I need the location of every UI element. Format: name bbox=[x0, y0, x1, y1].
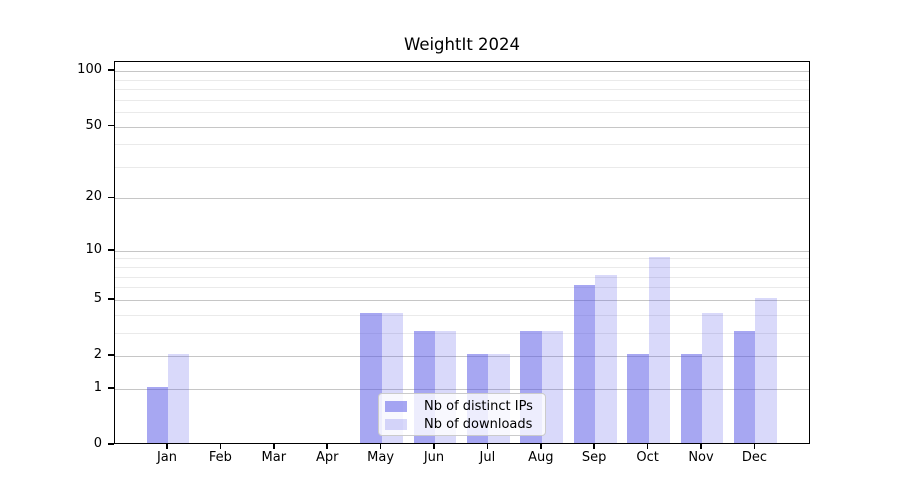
y-tick bbox=[107, 196, 114, 199]
gridline-minor bbox=[115, 258, 809, 260]
x-tick-label: Apr2024 bbox=[294, 450, 360, 467]
legend-swatch-downloads bbox=[385, 418, 407, 430]
x-tick-month: Oct bbox=[636, 450, 659, 465]
y-tick bbox=[107, 69, 114, 71]
legend-label: Nb of downloads bbox=[424, 416, 533, 432]
x-tick bbox=[486, 444, 489, 449]
y-tick-label: 0 bbox=[93, 436, 102, 451]
bar-distinct-ips-may bbox=[360, 312, 382, 443]
gridline-minor bbox=[115, 144, 809, 146]
gridline-minor bbox=[115, 166, 809, 168]
x-tick bbox=[166, 444, 168, 449]
gridline-major bbox=[115, 198, 809, 200]
x-tick-month: Jul bbox=[479, 450, 496, 465]
x-tick bbox=[753, 444, 756, 449]
x-tick bbox=[273, 444, 275, 449]
bar-distinct-ips-nov bbox=[680, 354, 702, 443]
gridline-major bbox=[115, 71, 809, 73]
chart-title: WeightIt 2024 bbox=[403, 35, 521, 54]
x-tick-label: Jul2024 bbox=[454, 450, 520, 467]
x-tick-label: Nov2024 bbox=[668, 450, 734, 467]
x-tick-month: Sep bbox=[581, 450, 607, 465]
gridline-major bbox=[115, 388, 809, 390]
y-tick bbox=[107, 249, 114, 251]
bar-distinct-ips-dec bbox=[734, 330, 756, 443]
bar-downloads-oct bbox=[648, 256, 670, 443]
bar-downloads-aug bbox=[541, 330, 564, 443]
x-tick-month: Apr bbox=[315, 450, 339, 465]
x-tick-month: Nov bbox=[688, 450, 714, 465]
gridline-major bbox=[115, 299, 809, 301]
gridline-major bbox=[115, 356, 809, 357]
y-tick-label: 20 bbox=[85, 189, 102, 205]
x-tick-label: Aug2024 bbox=[508, 450, 574, 467]
legend-entry-distinct-ips: Nb of distinct IPs bbox=[385, 398, 545, 416]
x-tick bbox=[379, 444, 382, 449]
y-tick bbox=[107, 354, 114, 356]
legend-swatch-distinct-ips bbox=[385, 401, 407, 413]
x-tick-label: May2024 bbox=[348, 450, 414, 467]
x-tick-month: Jun bbox=[423, 450, 445, 465]
x-tick-label: Feb2024 bbox=[187, 450, 253, 467]
y-tick-label: 1 bbox=[93, 379, 102, 395]
y-tick-label: 5 bbox=[93, 290, 102, 306]
y-tick-label: 2 bbox=[93, 347, 102, 362]
gridline-minor bbox=[115, 79, 809, 81]
y-tick bbox=[107, 298, 114, 300]
bar-downloads-dec bbox=[755, 297, 777, 443]
gridline-minor bbox=[115, 267, 809, 269]
gridline-minor bbox=[115, 332, 809, 334]
y-tick-label: 50 bbox=[85, 117, 102, 133]
x-tick bbox=[593, 444, 595, 449]
bar-distinct-ips-jan bbox=[146, 386, 168, 443]
gridline-minor bbox=[115, 99, 809, 101]
y-tick bbox=[107, 387, 114, 389]
x-tick bbox=[433, 444, 435, 449]
x-tick bbox=[219, 444, 222, 449]
bar-distinct-ips-oct bbox=[627, 354, 649, 443]
bar-downloads-jan bbox=[168, 354, 190, 443]
y-tick-label: 100 bbox=[77, 62, 102, 78]
x-tick-label: Jan2024 bbox=[134, 450, 200, 467]
y-tick bbox=[107, 443, 114, 445]
plot-area bbox=[114, 60, 810, 444]
gridline-minor bbox=[115, 314, 809, 316]
x-tick bbox=[646, 444, 649, 449]
x-tick-month: Aug bbox=[528, 450, 554, 465]
x-tick-month: Mar bbox=[261, 450, 287, 465]
y-tick bbox=[107, 124, 114, 127]
x-tick-label: Oct2024 bbox=[615, 450, 681, 467]
x-tick bbox=[540, 444, 542, 449]
gridline-major bbox=[115, 250, 809, 252]
y-tick-label: 10 bbox=[85, 241, 102, 257]
legend-entry-downloads: Nb of downloads bbox=[385, 416, 545, 434]
x-tick bbox=[700, 444, 702, 449]
x-tick-month: Jan bbox=[156, 450, 178, 465]
bar-distinct-ips-sep bbox=[573, 285, 596, 443]
gridline-minor bbox=[115, 112, 809, 114]
x-tick-label: Dec2024 bbox=[721, 450, 787, 467]
gridline-minor bbox=[115, 276, 809, 278]
x-tick-month: Dec bbox=[741, 450, 767, 465]
legend: Nb of distinct IPs Nb of downloads bbox=[378, 392, 546, 436]
x-tick-label: Mar2024 bbox=[241, 450, 307, 467]
bar-downloads-nov bbox=[702, 312, 724, 443]
gridline-major bbox=[115, 126, 809, 128]
legend-label: Nb of distinct IPs bbox=[424, 399, 533, 415]
gridline-minor bbox=[115, 89, 809, 91]
gridline-minor bbox=[115, 287, 809, 289]
x-tick bbox=[326, 444, 328, 449]
bar-downloads-sep bbox=[595, 274, 617, 443]
x-tick-label: Sep2024 bbox=[561, 450, 627, 467]
x-tick-month: Feb bbox=[208, 450, 232, 465]
x-tick-label: Jun2024 bbox=[401, 450, 467, 467]
x-tick-month: May bbox=[367, 450, 395, 465]
